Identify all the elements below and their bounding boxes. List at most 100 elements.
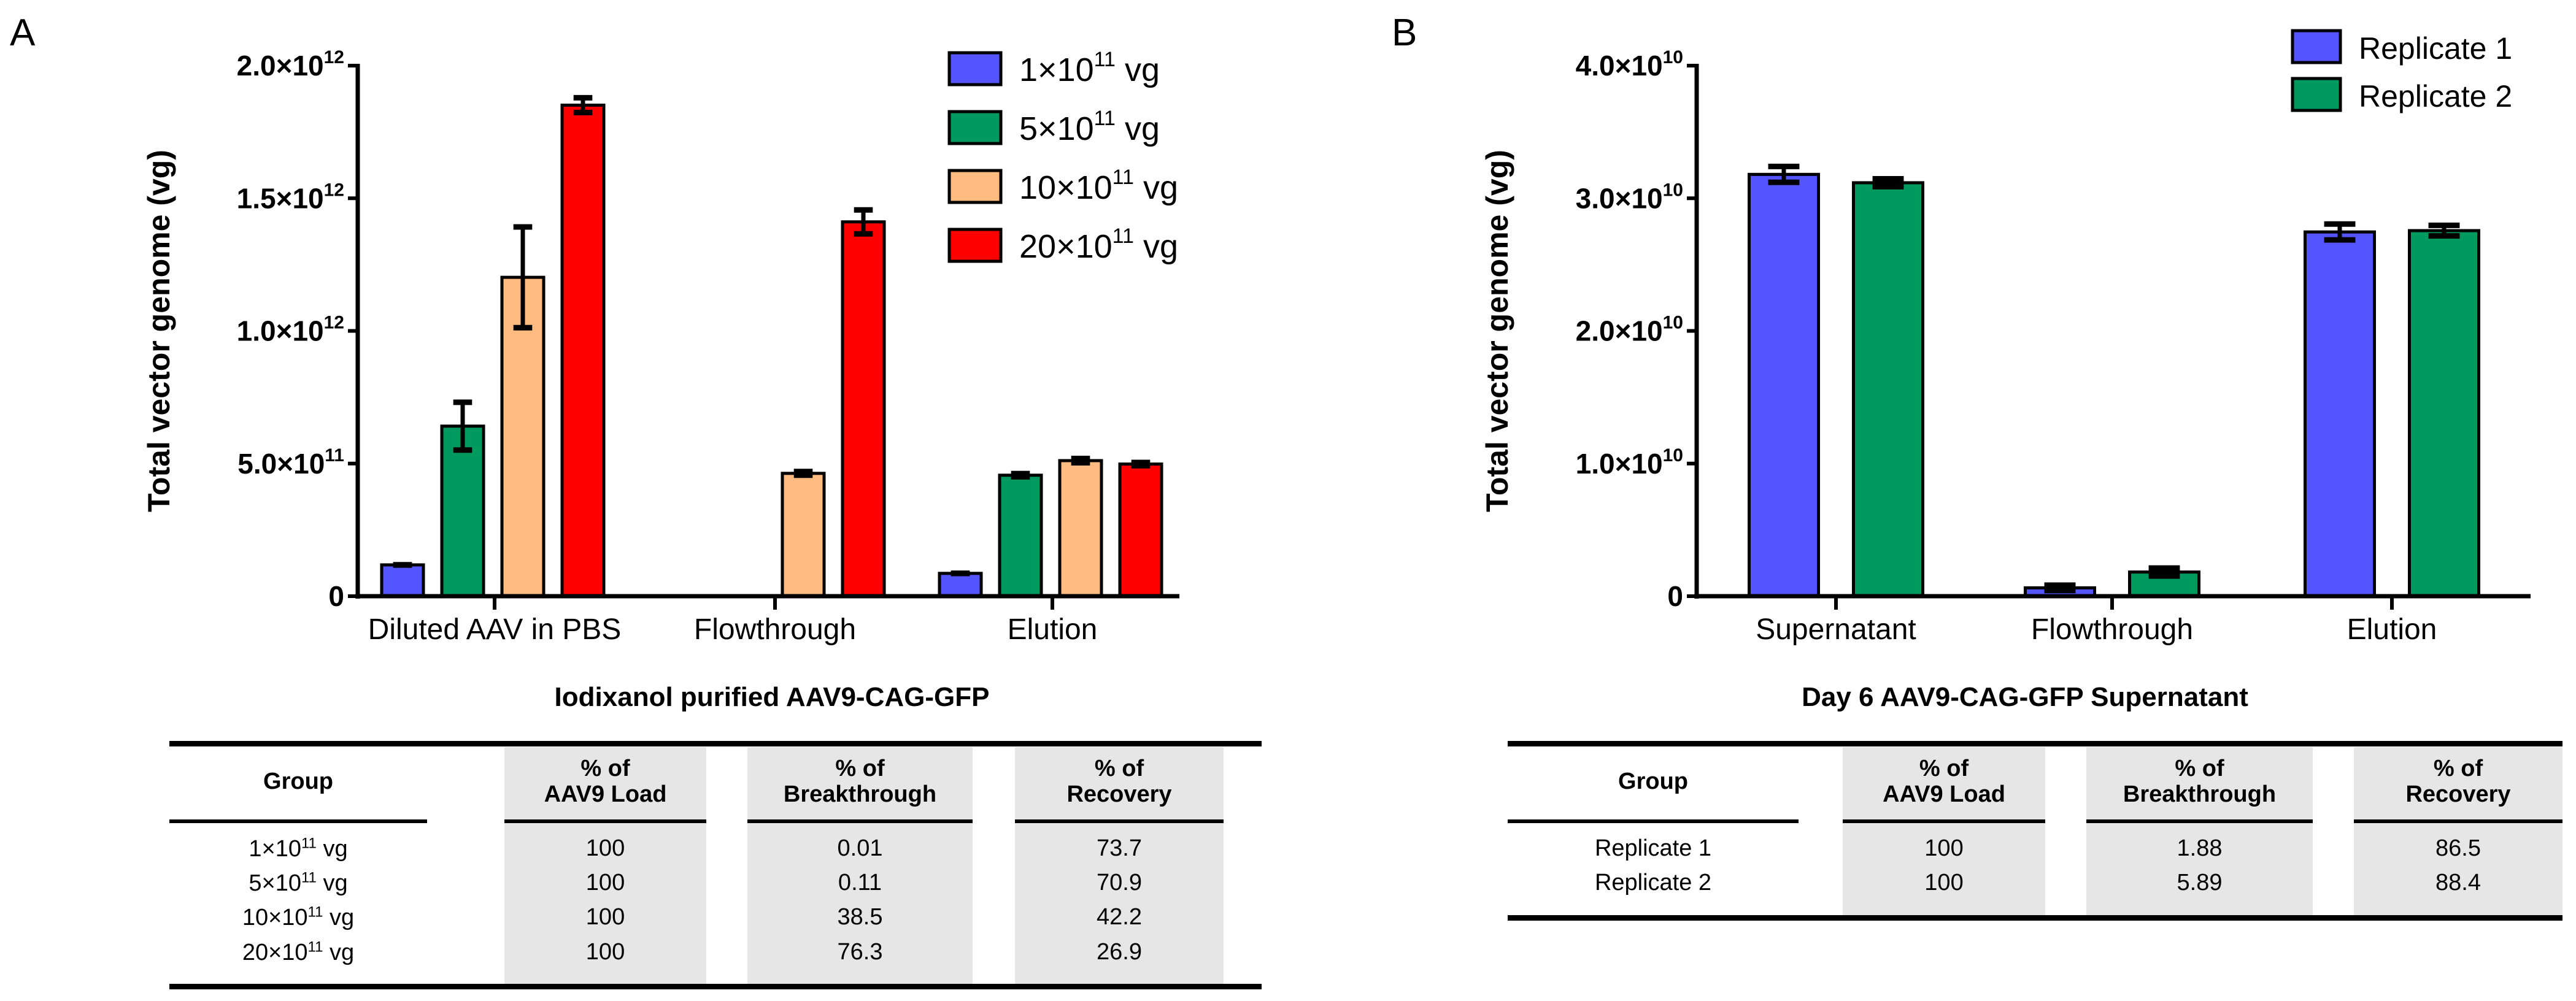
y-tick-label: 1.0×1012 bbox=[237, 313, 344, 347]
table-cell: 38.5 bbox=[837, 904, 883, 930]
column-header: % of AAV9 Load bbox=[1883, 756, 2005, 807]
column-shading bbox=[1843, 747, 2045, 915]
bar-1-2 bbox=[2408, 229, 2480, 598]
header-rule bbox=[504, 819, 706, 823]
error-bar-0-1 bbox=[2044, 582, 2076, 594]
error-bar-2-2 bbox=[1071, 456, 1090, 466]
table-title: Day 6 AAV9-CAG-GFP Supernatant bbox=[1802, 682, 2248, 712]
error-bar-3-2 bbox=[1131, 459, 1151, 469]
panel-label-b: B bbox=[1392, 12, 1417, 54]
row-group-label: 1×1011 vg bbox=[249, 835, 348, 862]
column-shading bbox=[2354, 747, 2563, 915]
table-cell: 76.3 bbox=[837, 939, 883, 965]
error-bar-3-1 bbox=[854, 207, 873, 237]
row-group-label: 20×1011 vg bbox=[242, 938, 355, 965]
table-cell: 42.2 bbox=[1097, 904, 1142, 930]
legend-swatch bbox=[947, 228, 1003, 263]
bar-1-2 bbox=[998, 474, 1043, 598]
table-cell: 0.11 bbox=[838, 870, 882, 896]
bar-0-2 bbox=[938, 572, 983, 598]
error-bar-0-0 bbox=[393, 562, 412, 568]
legend-swatch bbox=[2291, 77, 2342, 112]
header-rule bbox=[1015, 819, 1224, 823]
y-axis-title: Total vector genome (vg) bbox=[1480, 150, 1514, 512]
table-top-rule bbox=[1508, 741, 2563, 746]
y-tick-label: 2.0×1012 bbox=[237, 47, 344, 82]
table-cell: 100 bbox=[585, 904, 625, 930]
legend-item-0: 1×1011 vg bbox=[947, 48, 1160, 88]
legend-label: 20×1011 vg bbox=[1019, 224, 1178, 265]
error-bar-0-2 bbox=[2324, 221, 2356, 243]
table-cell: 1.88 bbox=[2177, 835, 2223, 862]
table-cell: 26.9 bbox=[1097, 939, 1142, 965]
header-rule bbox=[747, 819, 973, 823]
bar-2-1 bbox=[781, 472, 826, 598]
column-header: % of Recovery bbox=[1066, 756, 1172, 807]
bar-3-1 bbox=[841, 220, 886, 598]
row-group-label: Replicate 2 bbox=[1594, 870, 1712, 896]
panel-label-a: A bbox=[10, 12, 36, 54]
table-bottom-rule bbox=[169, 984, 1262, 989]
column-shading bbox=[504, 747, 706, 984]
table-cell: 100 bbox=[585, 870, 625, 896]
y-tick-label: 0 bbox=[1667, 580, 1683, 612]
error-bar-0-0 bbox=[1768, 163, 1800, 185]
error-bar-1-2 bbox=[2428, 222, 2460, 239]
table-cell: 100 bbox=[1924, 835, 1964, 862]
legend-label: Replicate 2 bbox=[2359, 79, 2512, 113]
column-shading bbox=[2086, 747, 2313, 915]
chart-b: 0 1.0×1010 2.0×1010 3.0×1010 4.0×1010 Superna… bbox=[1480, 29, 2531, 646]
column-header: % of Breakthrough bbox=[783, 756, 937, 807]
table-cell: 86.5 bbox=[2435, 835, 2481, 862]
header-rule bbox=[2086, 819, 2313, 823]
row-group-label: 5×1011 vg bbox=[249, 869, 348, 896]
y-tick-label: 1.0×1010 bbox=[1576, 445, 1683, 480]
legend-label: 1×1011 vg bbox=[1019, 48, 1160, 88]
header-rule bbox=[1843, 819, 2045, 823]
header-rule bbox=[2354, 819, 2563, 823]
y-tick-label: 1.5×1012 bbox=[237, 180, 344, 214]
table-cell: 100 bbox=[1924, 870, 1964, 896]
error-bar-1-1 bbox=[2148, 565, 2180, 579]
legend-item-3: 20×1011 vg bbox=[947, 224, 1178, 265]
y-tick-label: 2.0×1010 bbox=[1576, 313, 1683, 347]
bar-0-0 bbox=[380, 563, 425, 598]
y-tick-label: 5.0×1011 bbox=[237, 445, 344, 480]
legend-label: 5×1011 vg bbox=[1019, 107, 1160, 147]
row-group-label: 10×1011 vg bbox=[242, 903, 355, 930]
y-tick-label: 3.0×1010 bbox=[1576, 180, 1683, 214]
table-cell: 88.4 bbox=[2435, 870, 2481, 896]
table-cell: 70.9 bbox=[1097, 870, 1142, 896]
x-tick-label: Supernatant bbox=[1756, 613, 1916, 646]
error-bar-1-2 bbox=[1011, 470, 1030, 480]
error-bar-2-1 bbox=[793, 469, 813, 478]
header-rule bbox=[169, 819, 427, 823]
column-shading bbox=[1015, 747, 1224, 984]
bar-3-0 bbox=[560, 103, 606, 598]
table-cell: 100 bbox=[585, 835, 625, 862]
bar-0-0 bbox=[1748, 172, 1820, 598]
column-header: Group bbox=[263, 769, 333, 795]
legend-label: Replicate 1 bbox=[2359, 31, 2512, 66]
legend-item-1: 5×1011 vg bbox=[947, 107, 1160, 147]
x-tick-label: Flowthrough bbox=[694, 613, 856, 646]
legend-swatch bbox=[947, 169, 1003, 204]
error-bar-2-0 bbox=[513, 224, 533, 331]
x-tick-label: Diluted AAV in PBS bbox=[368, 613, 622, 646]
legend-swatch bbox=[947, 51, 1003, 86]
legend-item-2: 10×1011 vg bbox=[947, 166, 1178, 206]
column-header: % of AAV9 Load bbox=[544, 756, 667, 807]
bar-3-2 bbox=[1118, 462, 1163, 598]
legend-item-1: Replicate 2 bbox=[2291, 77, 2512, 113]
y-tick-label: 0 bbox=[328, 580, 344, 612]
legend-swatch bbox=[2291, 29, 2342, 64]
table-cell: 73.7 bbox=[1097, 835, 1142, 862]
table-top-rule bbox=[169, 741, 1262, 746]
table-cell: 100 bbox=[585, 939, 625, 965]
table-bottom-rule bbox=[1508, 915, 2563, 921]
bar-2-2 bbox=[1058, 459, 1103, 598]
row-group-label: Replicate 1 bbox=[1594, 835, 1712, 862]
x-tick-label: Elution bbox=[1008, 613, 1098, 646]
column-header: % of Recovery bbox=[2405, 756, 2511, 807]
